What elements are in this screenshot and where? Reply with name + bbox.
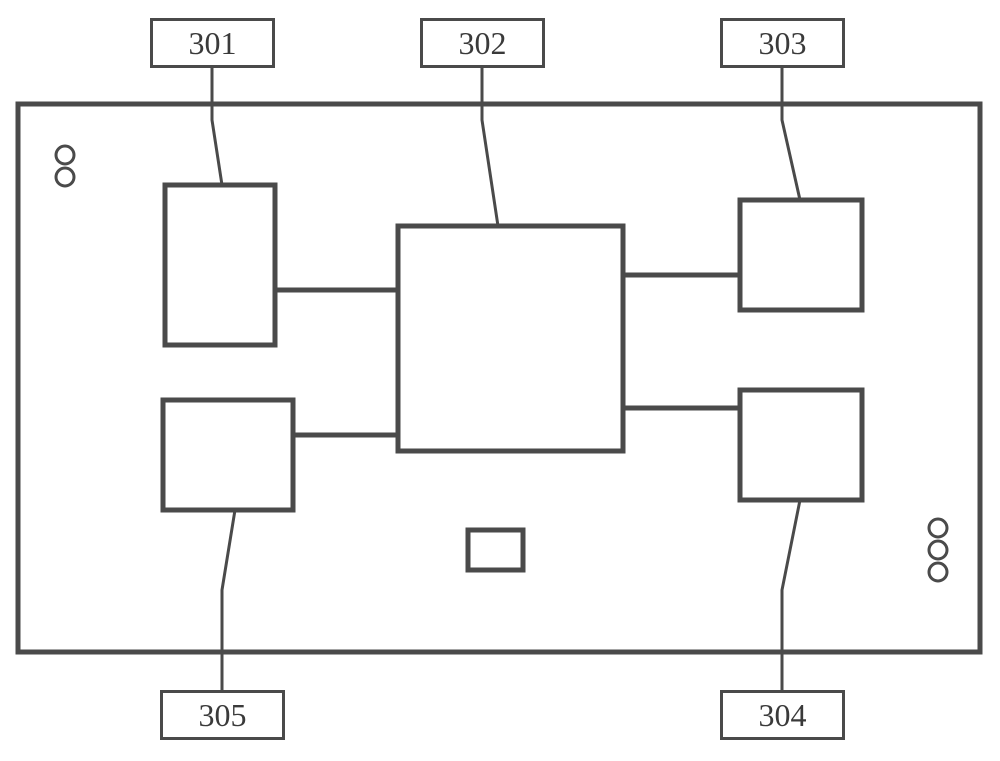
callout-label-302-text: 302 bbox=[459, 25, 507, 62]
callout-label-303: 303 bbox=[720, 18, 845, 68]
callout-label-301-text: 301 bbox=[189, 25, 237, 62]
callout-label-302: 302 bbox=[420, 18, 545, 68]
callout-label-304: 304 bbox=[720, 690, 845, 740]
callout-label-305: 305 bbox=[160, 690, 285, 740]
diagram-canvas: 301 302 303 304 305 bbox=[0, 0, 1000, 756]
diagram-svg bbox=[0, 0, 1000, 756]
callout-label-304-text: 304 bbox=[759, 697, 807, 734]
callout-label-303-text: 303 bbox=[759, 25, 807, 62]
callout-label-305-text: 305 bbox=[199, 697, 247, 734]
diagram-bg bbox=[0, 0, 1000, 756]
callout-label-301: 301 bbox=[150, 18, 275, 68]
